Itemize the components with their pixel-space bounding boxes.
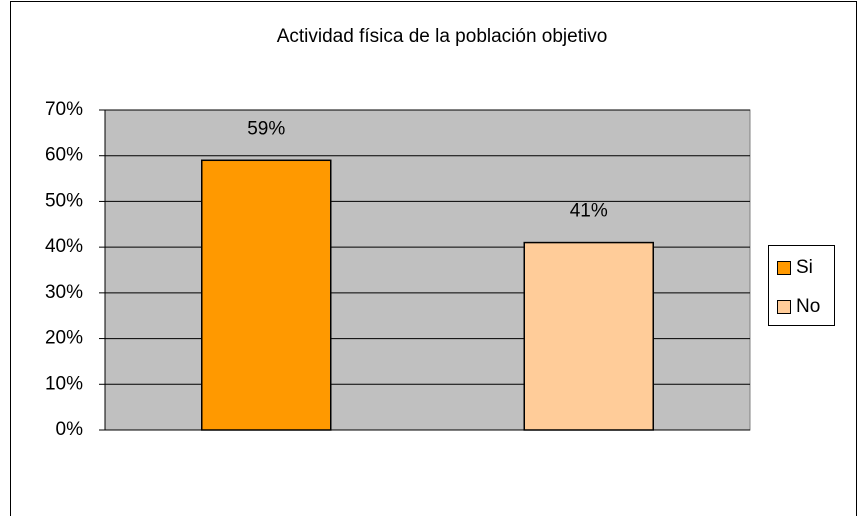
y-tick-label: 0%	[56, 419, 84, 440]
bar	[201, 159, 332, 431]
y-tick-label: 60%	[45, 145, 83, 166]
legend-label: No	[796, 296, 820, 317]
data-label: 41%	[570, 201, 608, 222]
y-tick-label: 70%	[45, 99, 83, 120]
legend-swatch	[777, 261, 791, 275]
legend-swatch	[777, 300, 791, 314]
y-tick-label: 10%	[45, 373, 83, 394]
y-tick-label: 30%	[45, 282, 83, 303]
y-tick-label: 50%	[45, 190, 83, 211]
legend-label: Si	[796, 257, 813, 278]
y-tick-label: 40%	[45, 236, 83, 257]
data-label: 59%	[247, 118, 285, 139]
chart-title: Actividad física de la población objetiv…	[277, 26, 608, 47]
bar	[523, 241, 654, 431]
y-tick-label: 20%	[45, 328, 83, 349]
